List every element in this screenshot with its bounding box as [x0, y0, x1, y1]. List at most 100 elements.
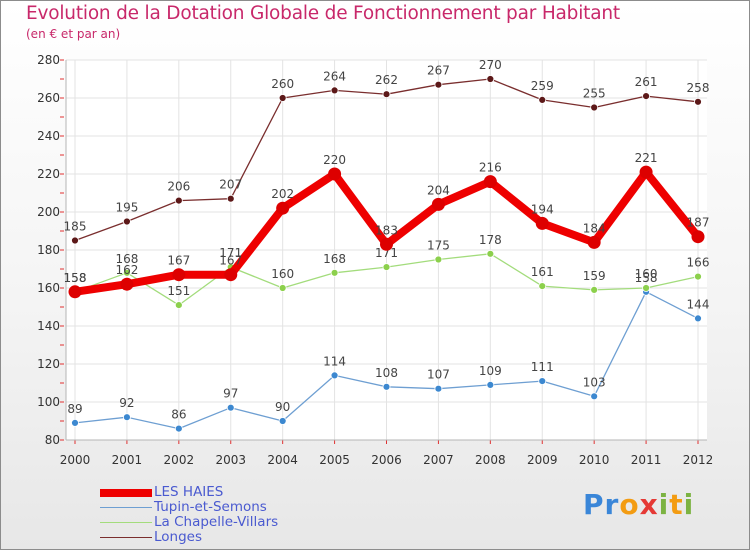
- data-point-tupin-et-semons: [226, 403, 235, 412]
- data-point-la-chapelle-villars: [642, 284, 650, 292]
- data-label-tupin-et-semons: 103: [583, 375, 606, 389]
- data-point-tupin-et-semons: [123, 413, 131, 422]
- data-point-les-haies: [639, 165, 653, 179]
- data-label-la-chapelle-villars: 160: [635, 267, 658, 281]
- data-point-longes: [590, 103, 599, 112]
- logo-letter: i: [658, 488, 670, 521]
- y-tick-label: 100: [37, 395, 60, 409]
- data-label-les-haies: 221: [635, 151, 658, 165]
- chart-title: Evolution de la Dotation Globale de Fonc…: [26, 3, 620, 24]
- data-point-les-haies: [483, 175, 497, 189]
- logo-letter: o: [619, 488, 640, 521]
- data-point-longes: [434, 80, 443, 89]
- data-label-longes: 185: [64, 220, 87, 234]
- data-label-tupin-et-semons: 92: [119, 396, 134, 410]
- data-point-tupin-et-semons: [486, 380, 495, 389]
- x-tick-label: 2001: [112, 453, 143, 467]
- x-tick-label: 2003: [215, 453, 246, 467]
- x-tick-label: 2000: [60, 453, 91, 467]
- data-label-la-chapelle-villars: 161: [531, 265, 554, 279]
- data-label-longes: 260: [271, 77, 294, 91]
- data-label-les-haies: 167: [219, 254, 242, 268]
- data-point-longes: [486, 75, 495, 83]
- data-label-tupin-et-semons: 89: [67, 402, 82, 416]
- logo-letter: i: [683, 488, 695, 521]
- data-label-tupin-et-semons: 90: [275, 400, 290, 414]
- data-point-la-chapelle-villars: [174, 301, 183, 310]
- data-label-longes: 267: [427, 64, 450, 78]
- data-point-tupin-et-semons: [330, 371, 339, 380]
- data-label-les-haies: 158: [64, 271, 87, 285]
- logo-letter: r: [604, 488, 620, 521]
- data-point-longes: [226, 194, 235, 203]
- data-point-longes: [642, 92, 650, 100]
- legend-label-la-chapelle-villars: La Chapelle-Villars: [154, 514, 279, 530]
- y-tick-label: 260: [37, 91, 60, 105]
- x-tick-label: 2007: [423, 453, 454, 467]
- data-label-les-haies: 216: [479, 161, 502, 175]
- data-point-les-haies: [68, 285, 82, 299]
- data-label-la-chapelle-villars: 178: [479, 233, 502, 247]
- x-tick-label: 2004: [267, 453, 298, 467]
- data-point-longes: [330, 86, 339, 95]
- data-label-longes: 258: [687, 81, 710, 95]
- data-point-les-haies: [535, 216, 549, 230]
- data-label-la-chapelle-villars: 168: [323, 252, 346, 266]
- data-label-tupin-et-semons: 108: [375, 366, 398, 380]
- data-point-la-chapelle-villars: [330, 268, 339, 277]
- x-tick-label: 2012: [683, 453, 714, 467]
- data-point-tupin-et-semons: [174, 424, 183, 433]
- data-point-les-haies: [587, 235, 601, 249]
- data-point-la-chapelle-villars: [486, 249, 495, 258]
- data-point-tupin-et-semons: [694, 314, 702, 323]
- data-point-longes: [694, 97, 702, 106]
- data-label-longes: 255: [583, 87, 606, 101]
- data-label-tupin-et-semons: 97: [223, 387, 238, 401]
- data-label-les-haies: 194: [531, 202, 554, 216]
- data-label-les-haies: 167: [167, 254, 190, 268]
- legend-swatch-la-chapelle-villars: [100, 521, 152, 524]
- data-point-longes: [382, 90, 391, 99]
- data-label-longes: 195: [115, 201, 138, 215]
- legend: LES HAIES Tupin-et-Semons La Chapelle-Vill…: [100, 485, 278, 545]
- legend-label-longes: Longes: [154, 529, 203, 545]
- data-point-tupin-et-semons: [434, 384, 443, 393]
- data-point-les-haies: [224, 268, 238, 282]
- data-point-la-chapelle-villars: [123, 268, 131, 277]
- data-point-longes: [278, 94, 287, 102]
- data-label-tupin-et-semons: 144: [687, 297, 710, 311]
- legend-item-les-haies: LES HAIES: [100, 485, 278, 500]
- data-point-les-haies: [120, 277, 134, 291]
- data-point-la-chapelle-villars: [590, 285, 599, 294]
- x-tick-label: 2002: [164, 453, 195, 467]
- data-label-tupin-et-semons: 111: [531, 360, 554, 374]
- data-label-les-haies: 183: [375, 223, 398, 237]
- data-label-longes: 261: [635, 75, 658, 89]
- data-label-les-haies: 204: [427, 183, 450, 197]
- data-label-longes: 262: [375, 73, 398, 87]
- legend-item-tupin-et-semons: Tupin-et-Semons: [100, 500, 278, 515]
- y-tick-label: 140: [37, 319, 60, 333]
- data-label-la-chapelle-villars: 158: [64, 271, 87, 285]
- data-point-les-haies: [380, 237, 393, 251]
- data-label-la-chapelle-villars: 166: [687, 256, 710, 270]
- chart-subtitle: (en € et par an): [26, 27, 121, 41]
- y-tick-label: 240: [37, 129, 60, 143]
- data-label-la-chapelle-villars: 171: [219, 246, 242, 260]
- data-label-tupin-et-semons: 86: [171, 408, 186, 422]
- logo-letter: P: [583, 488, 605, 521]
- data-point-les-haies: [431, 197, 445, 211]
- x-tick-label: 2011: [631, 453, 662, 467]
- legend-item-longes: Longes: [100, 530, 278, 545]
- legend-swatch-longes: [100, 536, 152, 539]
- data-point-les-haies: [328, 167, 342, 181]
- data-point-longes: [174, 196, 183, 205]
- data-label-les-haies: 184: [583, 221, 606, 235]
- legend-label-tupin-et-semons: Tupin-et-Semons: [154, 499, 267, 515]
- data-label-la-chapelle-villars: 175: [427, 239, 450, 253]
- x-tick-label: 2008: [475, 453, 506, 467]
- x-tick-label: 2005: [319, 453, 350, 467]
- data-point-la-chapelle-villars: [434, 255, 443, 264]
- data-point-les-haies: [172, 268, 186, 282]
- data-label-les-haies: 162: [115, 263, 138, 277]
